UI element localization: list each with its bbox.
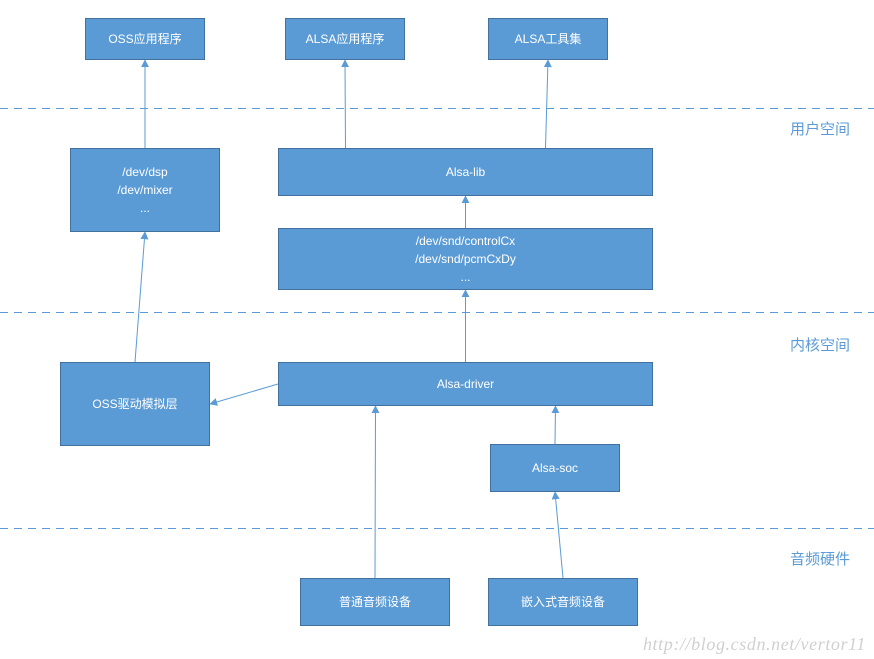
edges-layer xyxy=(0,0,874,659)
watermark: http://blog.csdn.net/vertor11 xyxy=(643,634,866,655)
node-alsa_lib: Alsa-lib xyxy=(278,148,653,196)
edge xyxy=(345,60,346,148)
node-alsa_app: ALSA应用程序 xyxy=(285,18,405,60)
node-alsa_soc: Alsa-soc xyxy=(490,444,620,492)
node-normal_audio: 普通音频设备 xyxy=(300,578,450,626)
edge xyxy=(546,60,549,148)
node-embed_audio: 嵌入式音频设备 xyxy=(488,578,638,626)
edge xyxy=(375,406,376,578)
node-oss_emu: OSS驱动模拟层 xyxy=(60,362,210,446)
node-dev_dsp: /dev/dsp /dev/mixer ... xyxy=(70,148,220,232)
edge xyxy=(555,406,556,444)
section-divider xyxy=(0,528,874,529)
section-label: 用户空间 xyxy=(790,118,850,139)
node-oss_app: OSS应用程序 xyxy=(85,18,205,60)
section-label: 内核空间 xyxy=(790,334,850,355)
diagram-stage: http://blog.csdn.net/vertor11 用户空间内核空间音频… xyxy=(0,0,874,659)
edge xyxy=(210,384,278,404)
node-alsa_tools: ALSA工具集 xyxy=(488,18,608,60)
edge xyxy=(555,492,563,578)
edge xyxy=(135,232,145,362)
section-divider xyxy=(0,108,874,109)
section-divider xyxy=(0,312,874,313)
node-dev_snd: /dev/snd/controlCx /dev/snd/pcmCxDy ... xyxy=(278,228,653,290)
node-alsa_driver: Alsa-driver xyxy=(278,362,653,406)
section-label: 音频硬件 xyxy=(790,548,850,569)
